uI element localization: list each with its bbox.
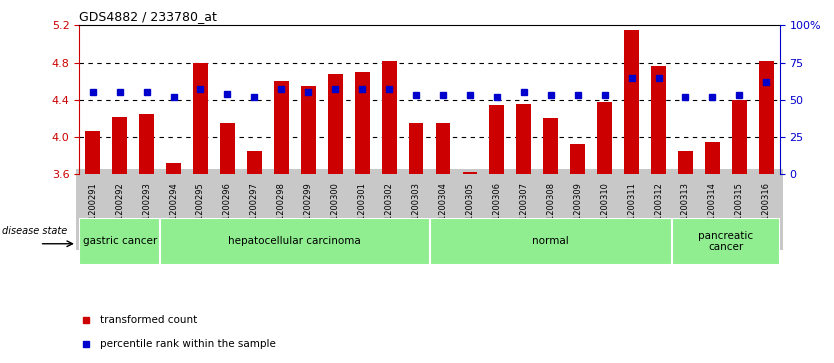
- Bar: [732, 100, 746, 174]
- Bar: [193, 62, 208, 174]
- Bar: [759, 61, 774, 174]
- Bar: [705, 142, 720, 174]
- Text: transformed count: transformed count: [100, 315, 198, 325]
- Bar: [301, 86, 315, 174]
- Text: percentile rank within the sample: percentile rank within the sample: [100, 339, 276, 349]
- Bar: [672, 218, 780, 265]
- Bar: [570, 144, 585, 174]
- Bar: [166, 163, 181, 174]
- Bar: [544, 118, 558, 174]
- Bar: [160, 218, 430, 265]
- Text: GDS4882 / 233780_at: GDS4882 / 233780_at: [79, 10, 217, 23]
- Bar: [597, 102, 612, 174]
- Bar: [139, 114, 154, 174]
- Text: hepatocellular carcinoma: hepatocellular carcinoma: [229, 236, 361, 246]
- Text: normal: normal: [532, 236, 569, 246]
- Bar: [247, 151, 262, 174]
- Bar: [328, 74, 343, 174]
- Text: pancreatic
cancer: pancreatic cancer: [698, 231, 753, 252]
- Bar: [409, 123, 424, 174]
- Bar: [220, 123, 235, 174]
- Bar: [274, 81, 289, 174]
- Bar: [624, 30, 639, 174]
- Bar: [516, 103, 531, 174]
- Bar: [430, 218, 672, 265]
- Bar: [85, 131, 100, 174]
- Bar: [382, 61, 396, 174]
- Bar: [490, 105, 505, 174]
- Bar: [354, 72, 369, 174]
- Bar: [113, 117, 127, 174]
- Text: disease state: disease state: [2, 226, 67, 236]
- Bar: [79, 218, 160, 265]
- Bar: [463, 172, 477, 174]
- Bar: [678, 151, 693, 174]
- Bar: [651, 66, 666, 174]
- Bar: [435, 123, 450, 174]
- Text: gastric cancer: gastric cancer: [83, 236, 157, 246]
